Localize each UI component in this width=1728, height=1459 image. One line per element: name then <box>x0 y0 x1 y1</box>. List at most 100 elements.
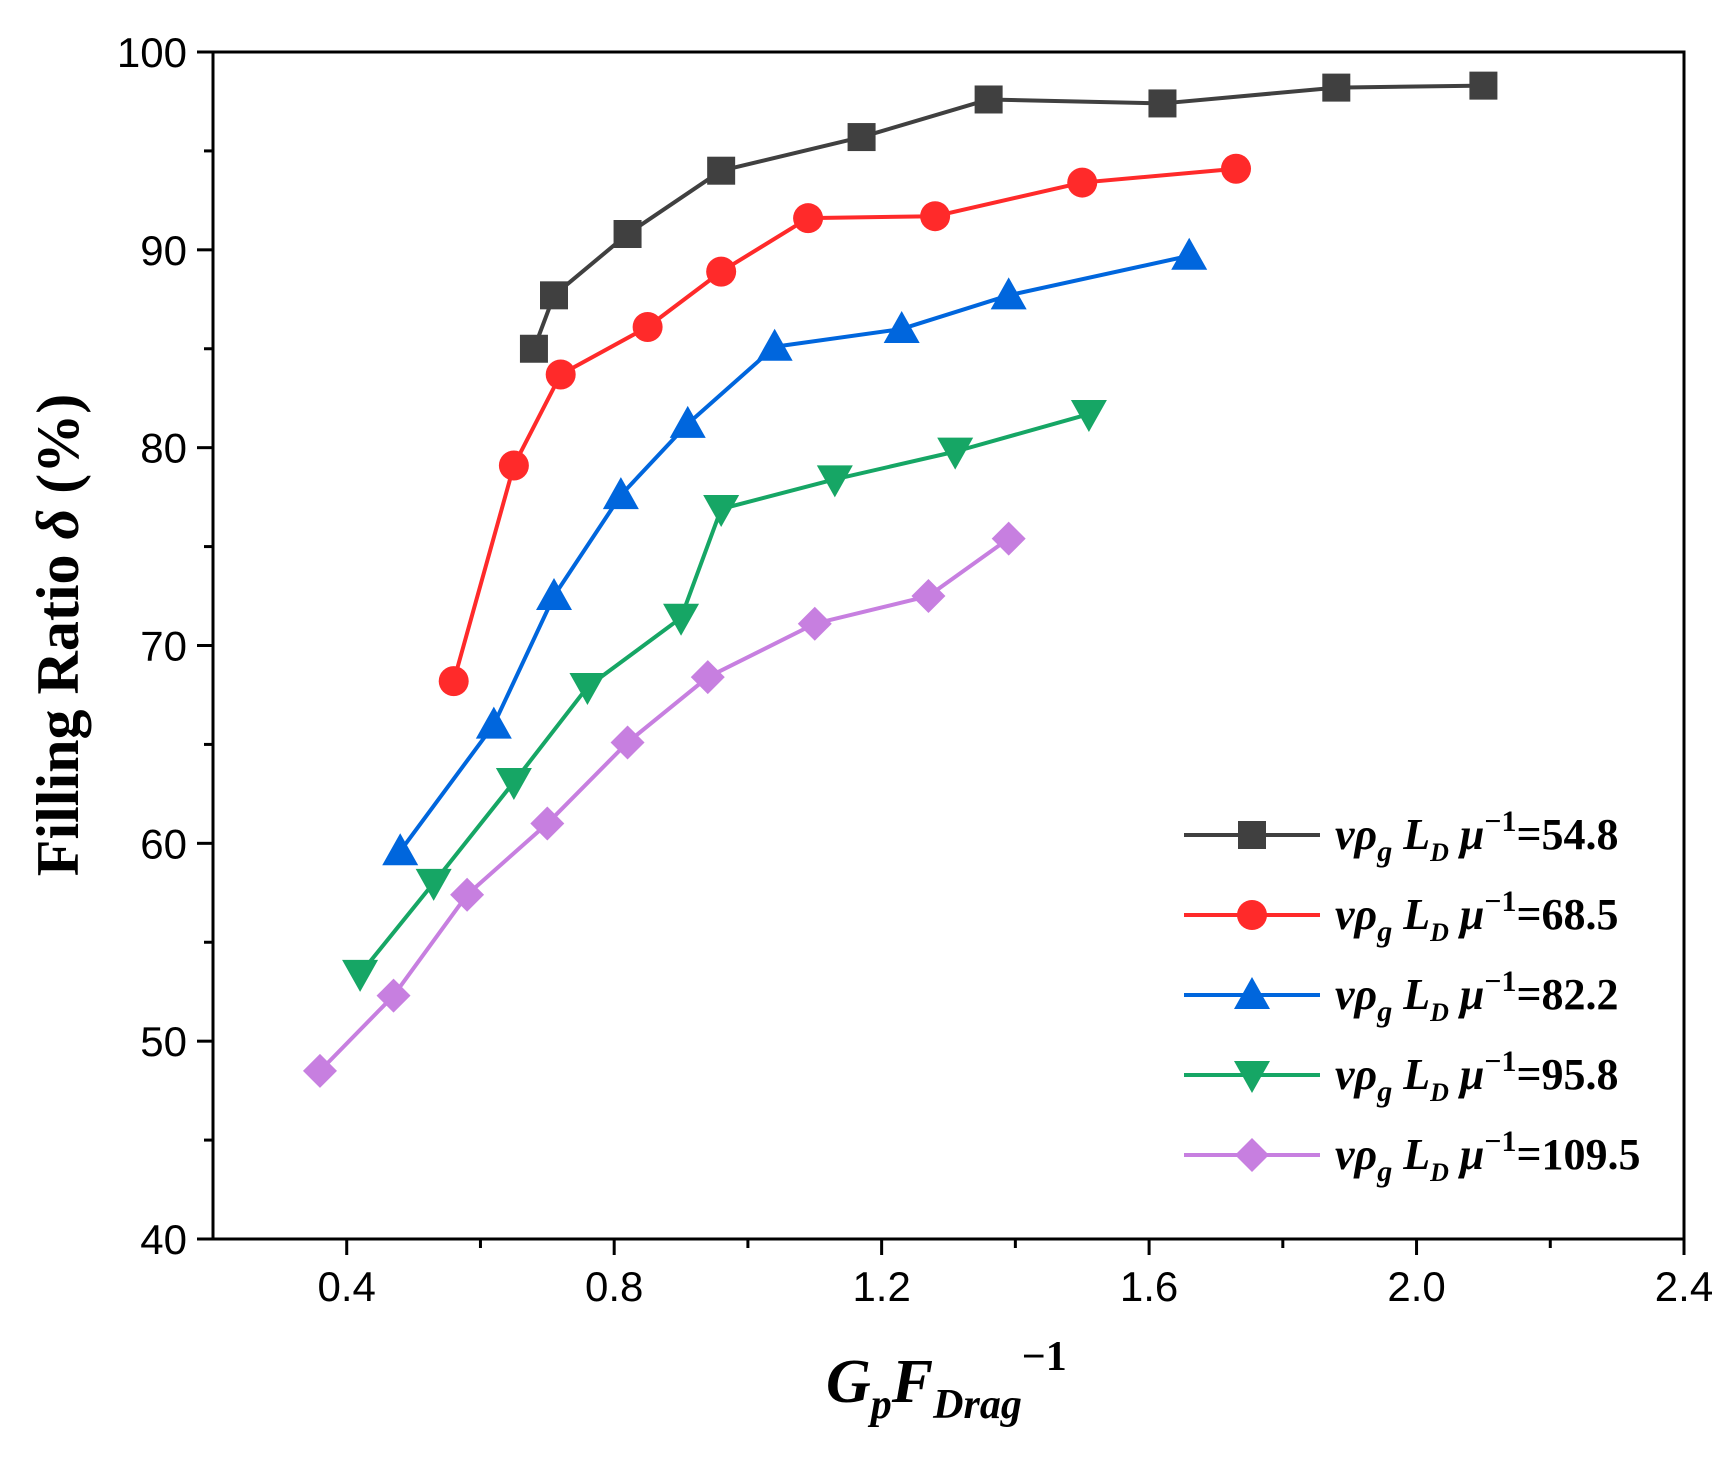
y-tick-label: 90 <box>140 227 187 274</box>
data-point <box>613 220 642 249</box>
data-point <box>937 437 974 470</box>
data-point <box>632 311 663 342</box>
legend-label-part: ρ <box>1353 810 1378 859</box>
legend-label-part: L <box>1402 970 1430 1019</box>
legend-label-part <box>1392 1130 1403 1179</box>
x-label-sub-drag: Drag <box>932 1382 1022 1428</box>
data-point <box>498 450 529 481</box>
legend-marker <box>1237 900 1267 930</box>
legend-label-part: =68.5 <box>1516 890 1618 939</box>
y-tick-label: 40 <box>140 1216 187 1263</box>
legend-label-part: v <box>1335 970 1355 1019</box>
legend-label-part: D <box>1429 998 1449 1027</box>
legend-label-part <box>1392 890 1403 939</box>
legend-label-part: v <box>1335 890 1355 939</box>
plot-series <box>302 71 1498 1088</box>
data-point <box>475 706 512 739</box>
data-point <box>450 877 485 912</box>
data-point <box>342 959 379 992</box>
series-82.2 <box>382 237 1208 866</box>
legend-marker <box>1234 977 1270 1009</box>
data-point <box>883 310 920 343</box>
legend-label: vρg LD μ−1=68.5 <box>1335 885 1619 948</box>
legend-label-part: ρ <box>1353 890 1378 939</box>
series-line <box>398 253 1190 853</box>
legend-label-part: D <box>1429 1078 1449 1107</box>
legend-label: vρg LD μ−1=109.5 <box>1335 1125 1641 1188</box>
legend-label-part: g <box>1376 835 1392 868</box>
x-tick-label: 2.0 <box>1387 1263 1445 1310</box>
y-axis-label-prefix: Filling Ratio <box>25 540 91 877</box>
legend-label-part: −1 <box>1484 1125 1516 1158</box>
y-axis-label-suffix: (%) <box>25 394 91 509</box>
legend-label-part: =109.5 <box>1516 1130 1640 1179</box>
data-point <box>602 477 639 510</box>
legend-label-part: −1 <box>1484 885 1516 918</box>
data-point <box>1469 71 1498 100</box>
legend-entry-54.8: vρg LD μ−1=54.8 <box>1184 805 1619 868</box>
data-point <box>519 334 548 363</box>
legend-label-part: ρ <box>1353 1050 1378 1099</box>
legend-label-part: D <box>1429 838 1449 867</box>
data-point <box>1171 237 1208 270</box>
x-label-sup: −1 <box>1022 1334 1067 1380</box>
data-point <box>540 281 569 310</box>
x-axis-label: GpFDrag−1 <box>826 1334 1067 1428</box>
legend-marker <box>1238 821 1266 849</box>
data-point <box>663 603 700 636</box>
data-point <box>911 579 946 614</box>
legend-label-part: =82.2 <box>1516 970 1618 1019</box>
legend-label-part <box>1392 1050 1403 1099</box>
legend-label-part: D <box>1429 1158 1449 1187</box>
y-tick-label: 100 <box>117 29 187 76</box>
legend-label-part: μ <box>1458 1050 1484 1099</box>
series-line <box>451 166 1237 682</box>
legend-label-part <box>1449 1130 1460 1179</box>
legend-label-part: L <box>1402 890 1430 939</box>
legend-label-part: μ <box>1458 1130 1484 1179</box>
data-point <box>610 725 645 760</box>
data-point <box>415 868 452 901</box>
data-point <box>495 768 532 801</box>
legend-label-part: −1 <box>1484 805 1516 838</box>
ticks: 0.4 0.8 1.2 1.6 2.0 2.4 40 50 60 70 80 90 100 <box>117 29 1713 1310</box>
y-tick-label: 70 <box>140 623 187 670</box>
data-point <box>545 359 576 390</box>
x-label-g: G <box>826 1348 871 1416</box>
series-line <box>318 537 1010 1073</box>
data-point <box>707 156 736 185</box>
data-point <box>991 521 1026 556</box>
x-tick-label: 1.2 <box>852 1263 910 1310</box>
x-tick-label: 1.6 <box>1120 1263 1178 1310</box>
legend-label-part: =54.8 <box>1516 810 1618 859</box>
legend-label-part: μ <box>1458 810 1484 859</box>
y-tick-label: 80 <box>140 425 187 472</box>
data-point <box>756 328 793 361</box>
legend-label-part: −1 <box>1484 965 1516 998</box>
legend-label-part <box>1449 890 1460 939</box>
legend-label-part: L <box>1402 1050 1430 1099</box>
data-point <box>990 277 1027 310</box>
legend-label-part <box>1392 810 1403 859</box>
legend-entry-95.8: vρg LD μ−1=95.8 <box>1184 1045 1619 1108</box>
legend-label-part: g <box>1376 915 1392 948</box>
data-point <box>797 606 832 641</box>
legend-entry-82.2: vρg LD μ−1=82.2 <box>1184 965 1619 1028</box>
data-point <box>847 123 876 152</box>
y-axis-label-symbol: δ <box>25 509 91 540</box>
data-point <box>703 494 740 527</box>
x-tick-label: 0.8 <box>585 1263 643 1310</box>
y-tick-label: 60 <box>140 820 187 867</box>
series-95.8 <box>342 400 1107 992</box>
data-point <box>438 666 469 697</box>
legend-label-part <box>1392 970 1403 1019</box>
data-point <box>1322 73 1351 102</box>
legend-label: vρg LD μ−1=82.2 <box>1335 965 1619 1028</box>
legend-label-part: −1 <box>1484 1045 1516 1078</box>
legend-label-part: v <box>1335 1050 1355 1099</box>
legend-marker <box>1234 1061 1270 1093</box>
x-label-sub-p: p <box>868 1382 892 1428</box>
legend-label-part: ρ <box>1353 1130 1378 1179</box>
legend-label-part: v <box>1335 810 1355 859</box>
